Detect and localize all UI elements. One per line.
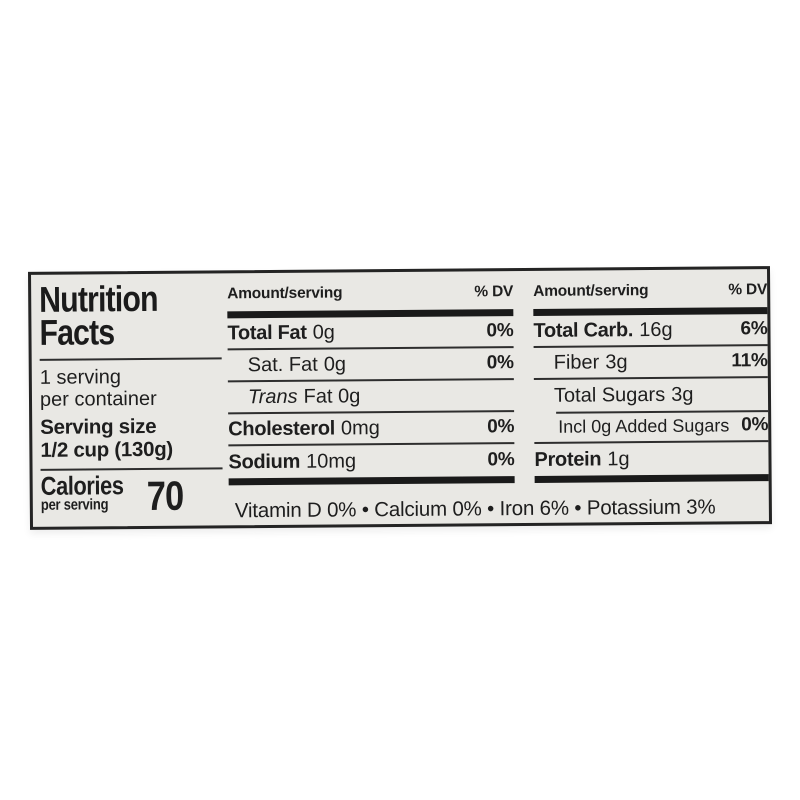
nutrient-name: Cholesterol [228,417,336,440]
nutrient-column-right: Amount/serving % DV Total Carb. 16g 6% Fi… [533,281,769,483]
thick-divider [228,476,515,486]
row-total-sugars: Total Sugars 3g [534,378,768,412]
calories-sublabel: per serving [40,496,109,514]
nutrient-dv: 11% [731,350,768,372]
nutrient-amount: 0mg [340,416,380,439]
nutrition-facts-title: Nutrition Facts [39,278,222,353]
nutrient-dv: 0% [486,352,514,374]
nutrient-name: Fiber [553,350,600,374]
amount-per-serving-header: Amount/serving [533,282,649,300]
calories-labels: Calories per serving [40,470,140,514]
nutrient-column-left: Amount/serving % DV Total Fat 0g 0% Sat. … [227,283,515,486]
nutrient-name: Total Carb. [533,318,634,342]
amount-per-serving-header: Amount/serving [227,284,343,303]
nutrient-dv: 0% [486,320,514,342]
row-total-carb: Total Carb. 16g 6% [533,314,768,348]
nutrient-amount: 3g [671,383,694,406]
nutrient-name: Total Sugars [553,383,666,407]
thick-divider [534,474,769,483]
nutrient-dv: 0% [487,416,515,438]
nutrient-dv: 0% [487,449,515,471]
nutrient-name: Incl 0g Added Sugars [558,414,730,437]
nutrient-amount: 0g [312,321,335,344]
servings-line-2: per container [39,387,157,411]
serving-size: Serving size 1/2 cup (130g) [40,414,222,462]
row-total-fat: Total Fat 0g 0% [227,316,514,351]
calories-label: Calories [40,470,124,501]
row-added-sugars: Incl 0g Added Sugars 0% [534,410,769,444]
row-protein: Protein 1g [534,442,768,476]
row-fiber: Fiber 3g 11% [533,346,768,380]
column-header: Amount/serving % DV [227,283,513,307]
nutrient-amount: 16g [639,318,673,341]
divider [39,357,222,361]
column-header: Amount/serving % DV [533,281,767,305]
nutrient-name: Sat. Fat [247,353,318,376]
nutrient-amount: 0g [323,352,347,376]
percent-dv-header: % DV [728,281,768,299]
nutrient-rows: Total Fat 0g 0% Sat. Fat 0g 0% Trans Fat 0g… [227,316,515,478]
serving-size-value: 1/2 cup (130g) [40,437,174,462]
nutrient-name: Total Fat [227,321,307,344]
row-sodium: Sodium 10mg 0% [228,444,514,478]
nutrient-name: Trans [247,385,298,408]
nutrient-rows: Total Carb. 16g 6% Fiber 3g 11% Total Suga… [533,314,769,476]
row-trans-fat: Trans Fat 0g [227,380,515,415]
servings-per-container: 1 serving per container [39,365,222,411]
row-sat-fat: Sat. Fat 0g 0% [227,348,514,383]
calories-value: 70 [146,472,184,519]
row-cholesterol: Cholesterol 0mg 0% [228,412,515,447]
nutrient-name: Sodium [228,450,301,473]
nutrient-name: Protein [534,447,602,471]
servings-line-1: 1 serving [39,366,122,389]
nutrient-amount: 10mg [305,449,357,473]
percent-dv-header: % DV [474,283,514,301]
nutrient-amount: 1g [607,447,630,470]
serving-size-label: Serving size [40,414,157,439]
title-line-2: Facts [39,311,115,353]
nutrient-dv: 0% [741,414,769,436]
nutrient-dv: 6% [740,318,768,340]
calories-row: Calories per serving 70 [40,470,223,519]
nutrient-amount: 3g [605,350,628,373]
vitamins-footer: Vitamin D 0% • Calcium 0% • Iron 6% • Po… [234,495,716,523]
nutrition-facts-panel: Nutrition Facts 1 serving per container … [27,266,773,530]
label-left-column: Nutrition Facts 1 serving per container … [39,278,223,519]
nutrient-amount: Fat 0g [303,384,361,408]
